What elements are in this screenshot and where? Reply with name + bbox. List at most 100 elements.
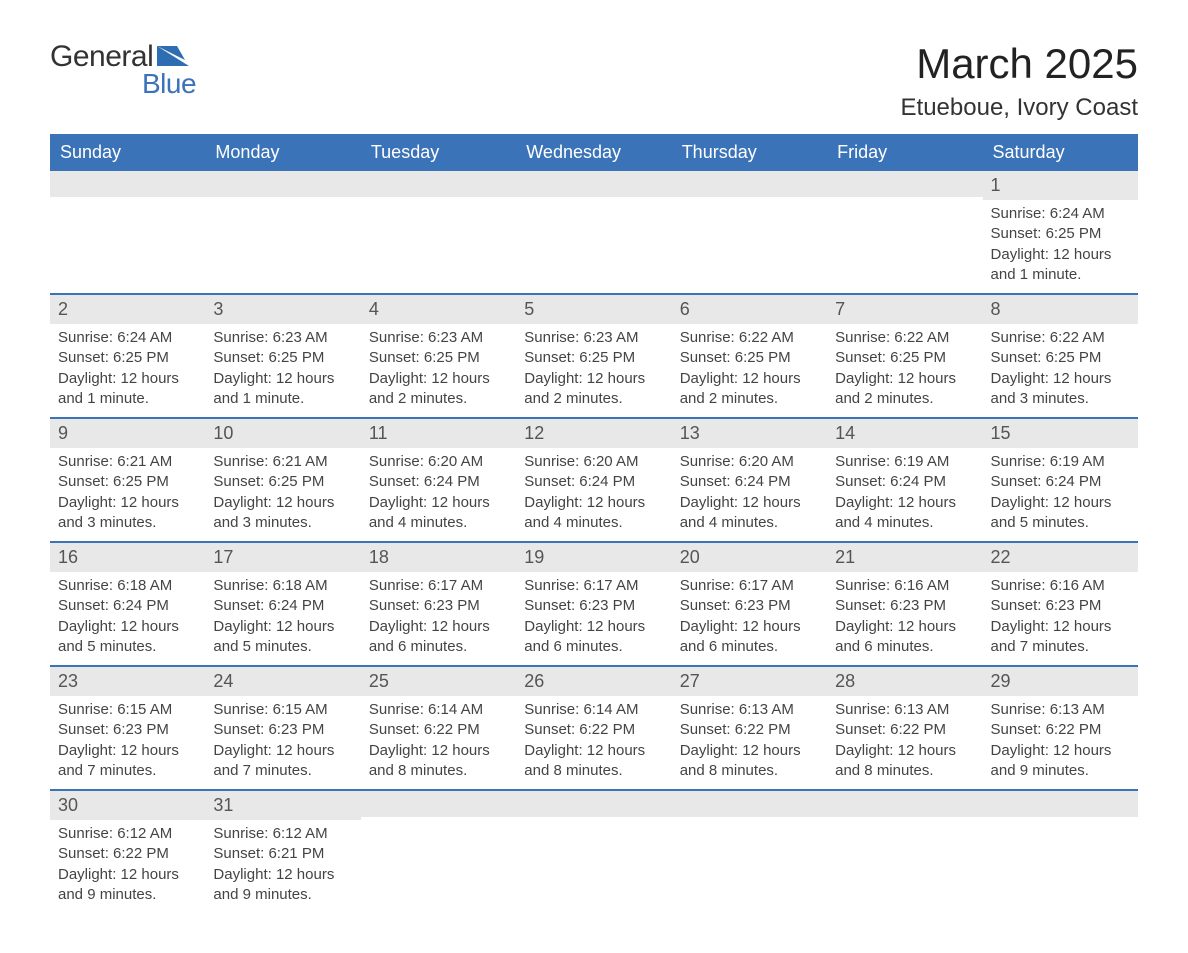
sunset-text: Sunset: 6:24 PM (213, 596, 352, 616)
calendar-table: Sunday Monday Tuesday Wednesday Thursday… (50, 134, 1138, 913)
day-details: Sunrise: 6:14 AMSunset: 6:22 PMDaylight:… (361, 696, 516, 789)
day-number: 18 (361, 543, 516, 572)
day-number: 11 (361, 419, 516, 448)
day-number (983, 791, 1138, 817)
sunrise-text: Sunrise: 6:24 AM (58, 328, 197, 348)
sunrise-text: Sunrise: 6:17 AM (680, 576, 819, 596)
calendar-cell: 7Sunrise: 6:22 AMSunset: 6:25 PMDaylight… (827, 294, 982, 418)
day-details (361, 817, 516, 897)
day-details: Sunrise: 6:12 AMSunset: 6:21 PMDaylight:… (205, 820, 360, 913)
flag-icon (157, 46, 189, 66)
day-number (361, 791, 516, 817)
day-details: Sunrise: 6:20 AMSunset: 6:24 PMDaylight:… (672, 448, 827, 541)
sunset-text: Sunset: 6:23 PM (991, 596, 1130, 616)
daylight-text: Daylight: 12 hours and 2 minutes. (680, 369, 819, 410)
sunset-text: Sunset: 6:23 PM (835, 596, 974, 616)
day-number: 20 (672, 543, 827, 572)
calendar-cell (983, 790, 1138, 913)
sunrise-text: Sunrise: 6:13 AM (680, 700, 819, 720)
sunrise-text: Sunrise: 6:19 AM (835, 452, 974, 472)
calendar-cell: 10Sunrise: 6:21 AMSunset: 6:25 PMDayligh… (205, 418, 360, 542)
day-number: 4 (361, 295, 516, 324)
daylight-text: Daylight: 12 hours and 3 minutes. (213, 493, 352, 534)
sunrise-text: Sunrise: 6:14 AM (524, 700, 663, 720)
sunrise-text: Sunrise: 6:21 AM (213, 452, 352, 472)
day-details (827, 197, 982, 277)
day-details: Sunrise: 6:20 AMSunset: 6:24 PMDaylight:… (516, 448, 671, 541)
day-details (983, 817, 1138, 897)
day-number: 8 (983, 295, 1138, 324)
sunset-text: Sunset: 6:23 PM (58, 720, 197, 740)
calendar-cell (672, 171, 827, 294)
sunset-text: Sunset: 6:23 PM (680, 596, 819, 616)
daylight-text: Daylight: 12 hours and 9 minutes. (213, 865, 352, 906)
sunrise-text: Sunrise: 6:16 AM (835, 576, 974, 596)
daylight-text: Daylight: 12 hours and 2 minutes. (369, 369, 508, 410)
sunrise-text: Sunrise: 6:14 AM (369, 700, 508, 720)
day-number: 7 (827, 295, 982, 324)
calendar-cell: 2Sunrise: 6:24 AMSunset: 6:25 PMDaylight… (50, 294, 205, 418)
day-number: 10 (205, 419, 360, 448)
sunset-text: Sunset: 6:22 PM (680, 720, 819, 740)
daylight-text: Daylight: 12 hours and 5 minutes. (991, 493, 1130, 534)
day-number: 30 (50, 791, 205, 820)
daylight-text: Daylight: 12 hours and 8 minutes. (835, 741, 974, 782)
calendar-cell: 8Sunrise: 6:22 AMSunset: 6:25 PMDaylight… (983, 294, 1138, 418)
sunrise-text: Sunrise: 6:24 AM (991, 204, 1130, 224)
calendar-cell: 14Sunrise: 6:19 AMSunset: 6:24 PMDayligh… (827, 418, 982, 542)
day-number (516, 171, 671, 197)
day-details: Sunrise: 6:15 AMSunset: 6:23 PMDaylight:… (50, 696, 205, 789)
day-details (361, 197, 516, 277)
day-number: 25 (361, 667, 516, 696)
day-details: Sunrise: 6:24 AMSunset: 6:25 PMDaylight:… (50, 324, 205, 417)
daylight-text: Daylight: 12 hours and 6 minutes. (524, 617, 663, 658)
sunset-text: Sunset: 6:22 PM (58, 844, 197, 864)
day-details: Sunrise: 6:16 AMSunset: 6:23 PMDaylight:… (827, 572, 982, 665)
daylight-text: Daylight: 12 hours and 1 minute. (213, 369, 352, 410)
sunset-text: Sunset: 6:25 PM (991, 224, 1130, 244)
calendar-week-row: 30 Sunrise: 6:12 AM Sunset: 6:22 PM Dayligh… (50, 790, 1138, 913)
calendar-cell: 18Sunrise: 6:17 AMSunset: 6:23 PMDayligh… (361, 542, 516, 666)
calendar-cell: 15Sunrise: 6:19 AMSunset: 6:24 PMDayligh… (983, 418, 1138, 542)
daylight-text: Daylight: 12 hours and 5 minutes. (58, 617, 197, 658)
calendar-cell (827, 790, 982, 913)
calendar-cell: 26Sunrise: 6:14 AMSunset: 6:22 PMDayligh… (516, 666, 671, 790)
sunrise-text: Sunrise: 6:13 AM (835, 700, 974, 720)
day-number: 16 (50, 543, 205, 572)
calendar-cell: 23Sunrise: 6:15 AMSunset: 6:23 PMDayligh… (50, 666, 205, 790)
day-details: Sunrise: 6:16 AMSunset: 6:23 PMDaylight:… (983, 572, 1138, 665)
day-details: Sunrise: 6:20 AMSunset: 6:24 PMDaylight:… (361, 448, 516, 541)
day-number: 13 (672, 419, 827, 448)
day-details: Sunrise: 6:22 AMSunset: 6:25 PMDaylight:… (672, 324, 827, 417)
calendar-week-row: 9Sunrise: 6:21 AMSunset: 6:25 PMDaylight… (50, 418, 1138, 542)
title-block: March 2025 Etueboue, Ivory Coast (901, 40, 1138, 122)
daylight-text: Daylight: 12 hours and 5 minutes. (213, 617, 352, 658)
location: Etueboue, Ivory Coast (901, 94, 1138, 122)
day-number: 28 (827, 667, 982, 696)
calendar-cell: 28Sunrise: 6:13 AMSunset: 6:22 PMDayligh… (827, 666, 982, 790)
sunset-text: Sunset: 6:24 PM (369, 472, 508, 492)
calendar-cell: 30Sunrise: 6:12 AMSunset: 6:22 PMDayligh… (50, 790, 205, 913)
sunset-text: Sunset: 6:24 PM (835, 472, 974, 492)
day-details (205, 197, 360, 277)
calendar-cell: 1Sunrise: 6:24 AMSunset: 6:25 PMDaylight… (983, 171, 1138, 294)
calendar-cell: 27Sunrise: 6:13 AMSunset: 6:22 PMDayligh… (672, 666, 827, 790)
day-details: Sunrise: 6:23 AMSunset: 6:25 PMDaylight:… (361, 324, 516, 417)
calendar-cell: 17Sunrise: 6:18 AMSunset: 6:24 PMDayligh… (205, 542, 360, 666)
day-details: Sunrise: 6:18 AMSunset: 6:24 PMDaylight:… (50, 572, 205, 665)
calendar-cell (50, 171, 205, 294)
sunrise-text: Sunrise: 6:12 AM (213, 824, 352, 844)
daylight-text: Daylight: 12 hours and 7 minutes. (991, 617, 1130, 658)
day-number: 31 (205, 791, 360, 820)
calendar-cell: 13Sunrise: 6:20 AMSunset: 6:24 PMDayligh… (672, 418, 827, 542)
day-details: Sunrise: 6:19 AMSunset: 6:24 PMDaylight:… (983, 448, 1138, 541)
day-number: 6 (672, 295, 827, 324)
sunset-text: Sunset: 6:25 PM (524, 348, 663, 368)
calendar-cell: 29Sunrise: 6:13 AMSunset: 6:22 PMDayligh… (983, 666, 1138, 790)
header: General Blue March 2025 Etueboue, Ivory … (50, 40, 1138, 122)
sunrise-text: Sunrise: 6:21 AM (58, 452, 197, 472)
sunset-text: Sunset: 6:22 PM (991, 720, 1130, 740)
calendar-cell: 11Sunrise: 6:20 AMSunset: 6:24 PMDayligh… (361, 418, 516, 542)
daylight-text: Daylight: 12 hours and 8 minutes. (369, 741, 508, 782)
day-details: Sunrise: 6:13 AMSunset: 6:22 PMDaylight:… (827, 696, 982, 789)
